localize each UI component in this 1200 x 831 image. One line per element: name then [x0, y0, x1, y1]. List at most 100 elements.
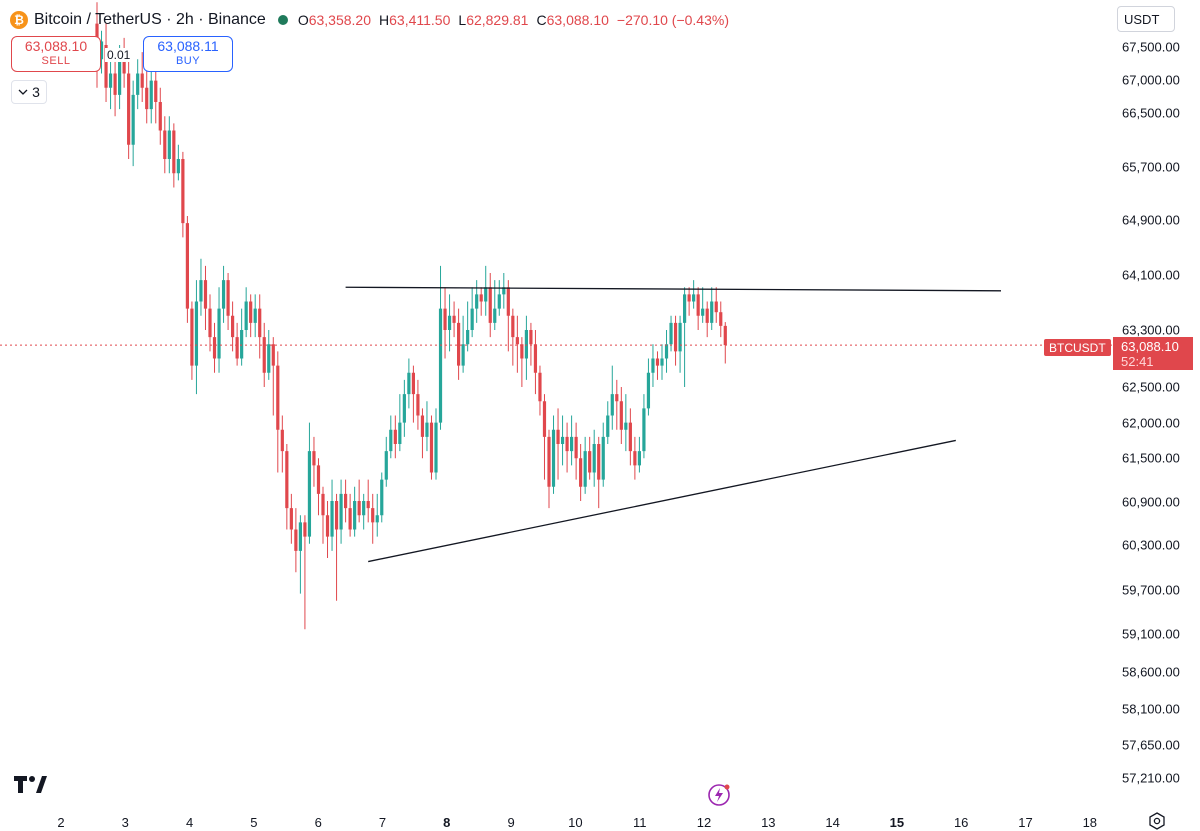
symbol-title[interactable]: Bitcoin / TetherUS · 2h · Binance — [34, 11, 266, 28]
candle-body — [438, 308, 443, 423]
candle-body — [271, 344, 275, 366]
candle-body — [384, 451, 388, 480]
candle-body — [556, 429, 560, 444]
price-tick-label: 64,900.00 — [1122, 212, 1180, 228]
candle-body — [353, 501, 357, 530]
candle-body — [108, 73, 113, 88]
candle-body — [570, 436, 574, 452]
buy-button[interactable]: 63,088.11 BUY — [143, 36, 233, 72]
bitcoin-logo-icon: ₿ — [10, 11, 28, 29]
time-tick-label: 16 — [953, 815, 969, 830]
candle-body — [411, 372, 415, 395]
candle-body — [664, 344, 669, 359]
price-tick-label: 59,700.00 — [1122, 582, 1180, 598]
time-tick-label: 10 — [568, 815, 583, 830]
price-tick-label: 63,300.00 — [1122, 322, 1180, 338]
candle-body — [122, 59, 126, 74]
candle-body — [371, 508, 375, 523]
candle-body — [642, 408, 646, 452]
candle-body — [714, 301, 718, 313]
candle-body — [226, 280, 230, 316]
candle-body — [687, 294, 691, 302]
candle-body — [692, 294, 696, 302]
buy-price: 63,088.11 — [157, 38, 219, 54]
candle-body — [344, 493, 348, 509]
candle-body — [479, 294, 483, 302]
candle-body — [163, 130, 167, 159]
time-tick-label: 17 — [1018, 815, 1033, 830]
close-label: C — [536, 12, 547, 28]
candle-body — [312, 451, 316, 466]
candle-body — [615, 394, 619, 402]
sell-button[interactable]: 63,088.10 SELL — [11, 36, 101, 72]
candle-body — [235, 337, 239, 359]
low-label: L — [458, 12, 467, 28]
candle-body — [316, 465, 321, 494]
candle-body — [127, 73, 131, 145]
candle-body — [701, 308, 705, 316]
sell-label: SELL — [41, 55, 71, 67]
candle-body — [398, 422, 402, 444]
time-tick-label: 7 — [378, 815, 387, 830]
candlestick-series — [95, 2, 727, 630]
candle-body — [99, 41, 104, 60]
currency-selector[interactable]: USDT — [1117, 6, 1175, 32]
candle-body — [294, 529, 298, 551]
candle-body — [203, 280, 208, 309]
resistance-trendline[interactable] — [345, 286, 1002, 292]
price-tick-label: 62,500.00 — [1122, 379, 1180, 395]
candle-body — [330, 501, 334, 537]
candle-body — [194, 301, 199, 366]
time-tick-label: 9 — [507, 815, 515, 830]
candle-body — [583, 451, 587, 487]
candle-body — [212, 337, 217, 359]
time-tick-label: 2 — [57, 815, 65, 830]
flash-icon[interactable] — [707, 783, 731, 807]
candle-body — [176, 159, 180, 174]
last-price-value: 63,088.10 — [1121, 338, 1179, 354]
candle-body — [321, 493, 325, 516]
indicators-toggle-button[interactable]: 3 — [11, 80, 47, 104]
candle-body — [452, 315, 456, 323]
candle-body — [190, 308, 194, 366]
price-tick-label: 60,300.00 — [1122, 537, 1180, 553]
candle-body — [262, 337, 266, 373]
candle-body — [221, 280, 226, 309]
price-tick-label: 59,100.00 — [1122, 626, 1180, 642]
last-price-tag: 63,088.10 52:41 — [1113, 337, 1193, 370]
candle-body — [538, 372, 542, 402]
high-label: H — [379, 12, 390, 28]
price-tick-label: 58,100.00 — [1122, 701, 1180, 717]
candle-body — [258, 308, 262, 338]
candle-body — [633, 451, 637, 466]
price-tick-label: 67,000.00 — [1122, 72, 1180, 88]
candle-body — [493, 308, 497, 323]
candle-body — [520, 344, 524, 359]
time-tick-label: 18 — [1082, 815, 1098, 830]
tradingview-logo-icon[interactable] — [14, 776, 48, 794]
candle-body — [249, 301, 253, 323]
time-tick-label: 13 — [761, 815, 776, 830]
time-tick-label: 5 — [250, 815, 258, 830]
settings-icon[interactable] — [1148, 812, 1166, 830]
candle-body — [244, 301, 248, 330]
bar-countdown: 52:41 — [1121, 353, 1154, 369]
candle-body — [606, 415, 610, 437]
candle-body — [466, 330, 470, 345]
candle-body — [375, 515, 379, 523]
candle-body — [285, 451, 289, 509]
candle-body — [362, 501, 366, 516]
support-trendline[interactable] — [368, 439, 956, 563]
time-tick-label: 14 — [825, 815, 840, 830]
candle-body — [289, 508, 293, 530]
candle-body — [457, 322, 461, 366]
candle-body — [380, 479, 384, 516]
candle-body — [601, 436, 605, 480]
candle-body — [407, 372, 411, 395]
candle-body — [131, 94, 135, 145]
candle-body — [488, 287, 492, 323]
candle-body — [280, 429, 284, 452]
change-value: −270.10 (−0.43%) — [616, 12, 729, 28]
candle-body — [461, 344, 465, 366]
